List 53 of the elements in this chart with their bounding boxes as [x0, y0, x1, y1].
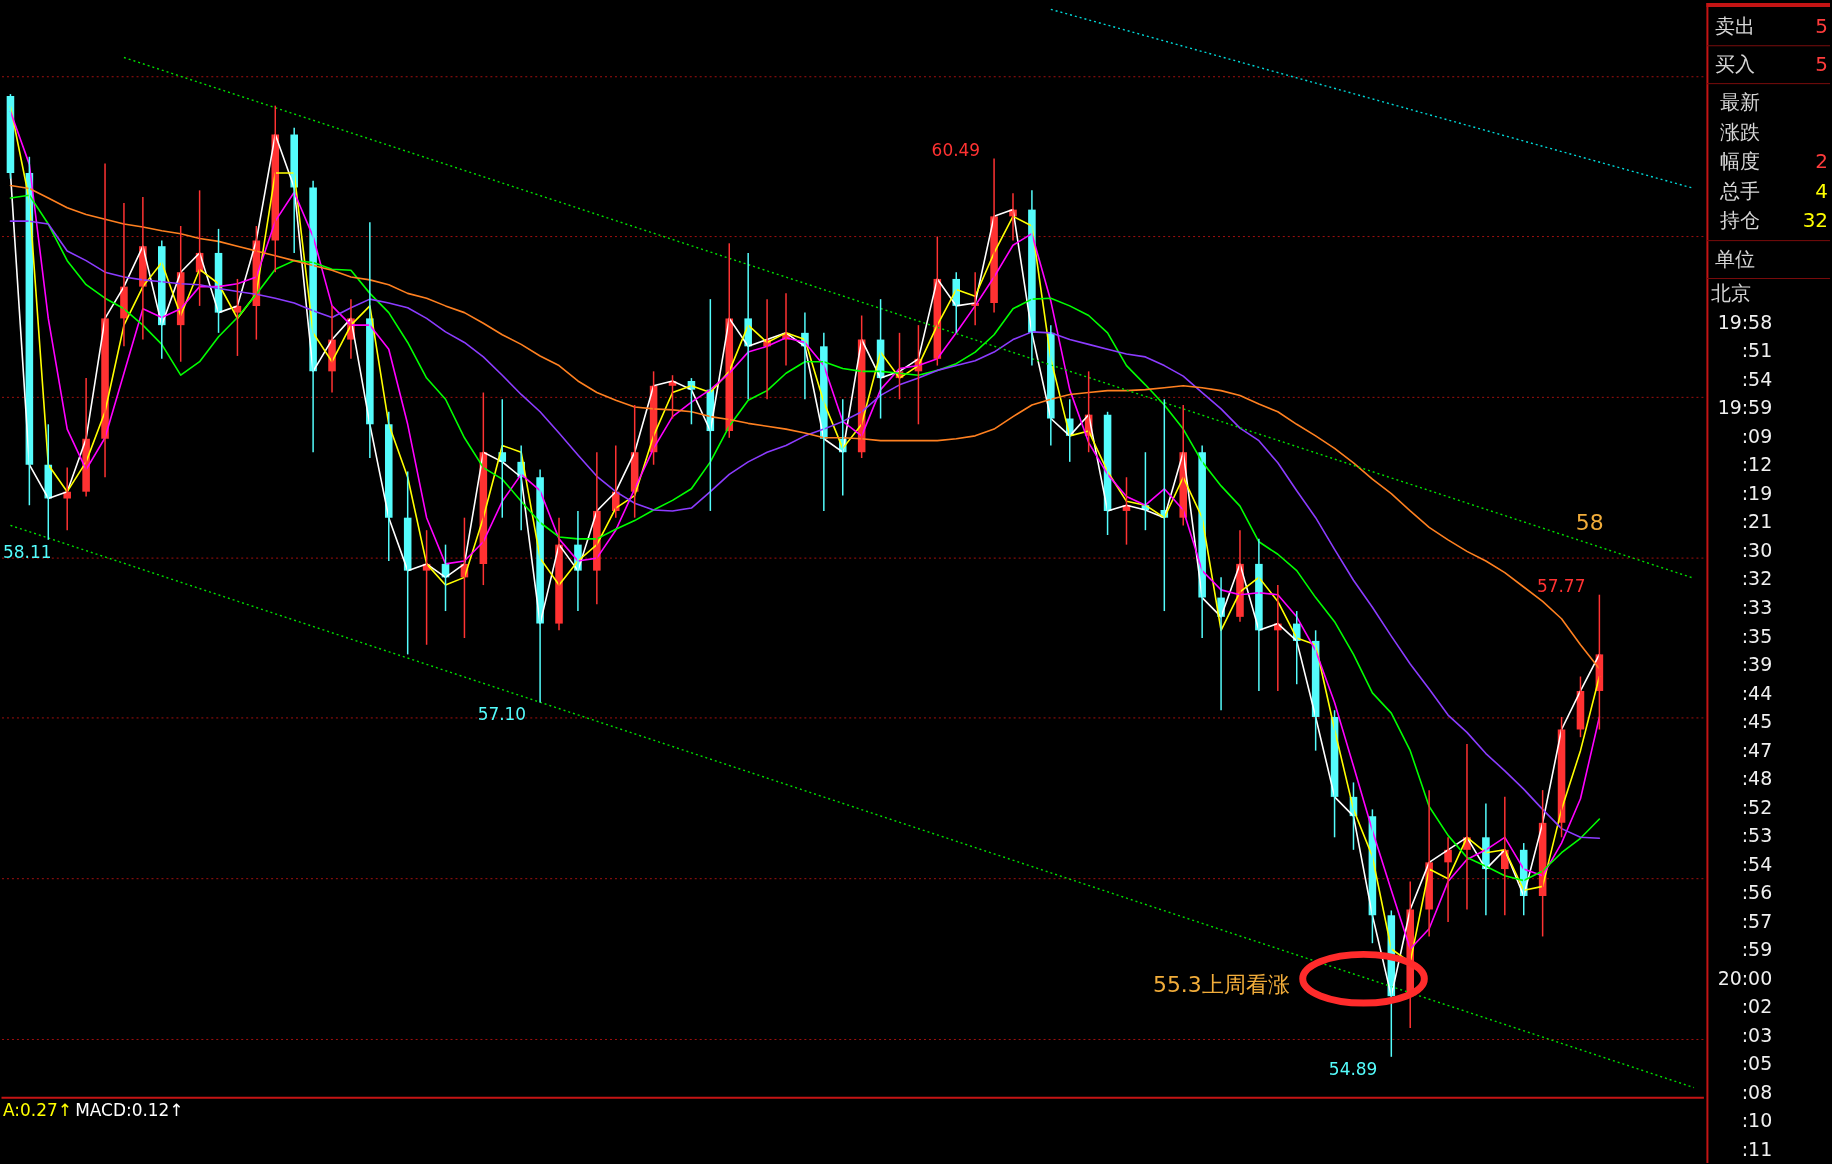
text: 60.49	[931, 139, 981, 160]
text: :56	[1741, 881, 1773, 904]
text: :11	[1741, 1137, 1773, 1160]
text: 57.10	[477, 704, 527, 725]
text: :02	[1741, 995, 1773, 1018]
text: 19:58	[1717, 310, 1773, 333]
text: :05	[1741, 1052, 1773, 1075]
text: 北京	[1711, 282, 1752, 306]
text: :59	[1741, 938, 1773, 961]
text: :08	[1741, 1080, 1773, 1103]
text: 58.11	[2, 541, 52, 562]
text: :54	[1741, 852, 1773, 875]
text: :10	[1741, 1109, 1773, 1132]
text: :52	[1741, 795, 1773, 818]
text: :57	[1741, 909, 1773, 932]
text: 2	[1815, 150, 1829, 174]
text: :09	[1741, 424, 1773, 447]
text: :51	[1741, 339, 1773, 362]
category-label: 总手	[1719, 179, 1761, 203]
text: :47	[1741, 738, 1773, 761]
text: :54	[1741, 367, 1773, 390]
text: 5	[1815, 14, 1829, 38]
category-label: 幅度	[1720, 150, 1761, 174]
text: :48	[1741, 767, 1773, 790]
text: MACD:0.12↑	[75, 1100, 184, 1121]
category-label: 涨跌	[1720, 120, 1761, 144]
text: :45	[1741, 710, 1773, 733]
text: :03	[1741, 1023, 1773, 1046]
annotation: 58	[1575, 510, 1604, 536]
text: :12	[1741, 453, 1773, 476]
text: :53	[1741, 824, 1773, 847]
text: 20:00	[1717, 966, 1773, 989]
text: :39	[1741, 653, 1773, 676]
text: A:0.27↑	[2, 1100, 72, 1121]
category-label: 单位	[1715, 247, 1756, 271]
text: :21	[1741, 510, 1773, 533]
text: 4	[1815, 179, 1829, 203]
category-label: 卖出	[1715, 14, 1756, 38]
text: :32	[1741, 567, 1773, 590]
text: 32	[1802, 208, 1829, 232]
text: :33	[1741, 596, 1773, 618]
category-label: 持仓	[1720, 208, 1761, 232]
category-label: 买入	[1715, 52, 1756, 76]
text: 54.89	[1328, 1058, 1378, 1079]
text: :44	[1741, 681, 1773, 704]
text: :30	[1741, 538, 1773, 561]
text: 57.77	[1536, 575, 1586, 596]
text: :19	[1741, 481, 1773, 504]
text: 19:59	[1717, 396, 1773, 419]
text: :35	[1741, 624, 1773, 647]
annotation: 55.3上周看涨	[1152, 971, 1290, 997]
category-label: 最新	[1720, 91, 1761, 115]
text: 5	[1815, 52, 1829, 76]
